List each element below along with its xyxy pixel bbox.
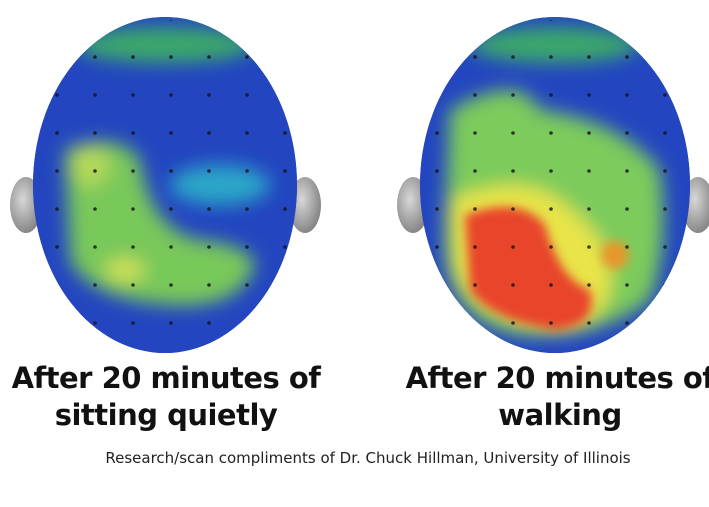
brain-scan-sitting bbox=[10, 17, 321, 353]
caption-line: sitting quietly bbox=[55, 398, 278, 432]
caption-line: After 20 minutes of bbox=[12, 361, 322, 395]
caption-line: walking bbox=[498, 398, 621, 432]
caption-line: After 20 minutes of bbox=[406, 361, 709, 395]
credit: Research/scan compliments of Dr. Chuck H… bbox=[105, 449, 630, 467]
brain-scan-walking bbox=[397, 17, 709, 353]
